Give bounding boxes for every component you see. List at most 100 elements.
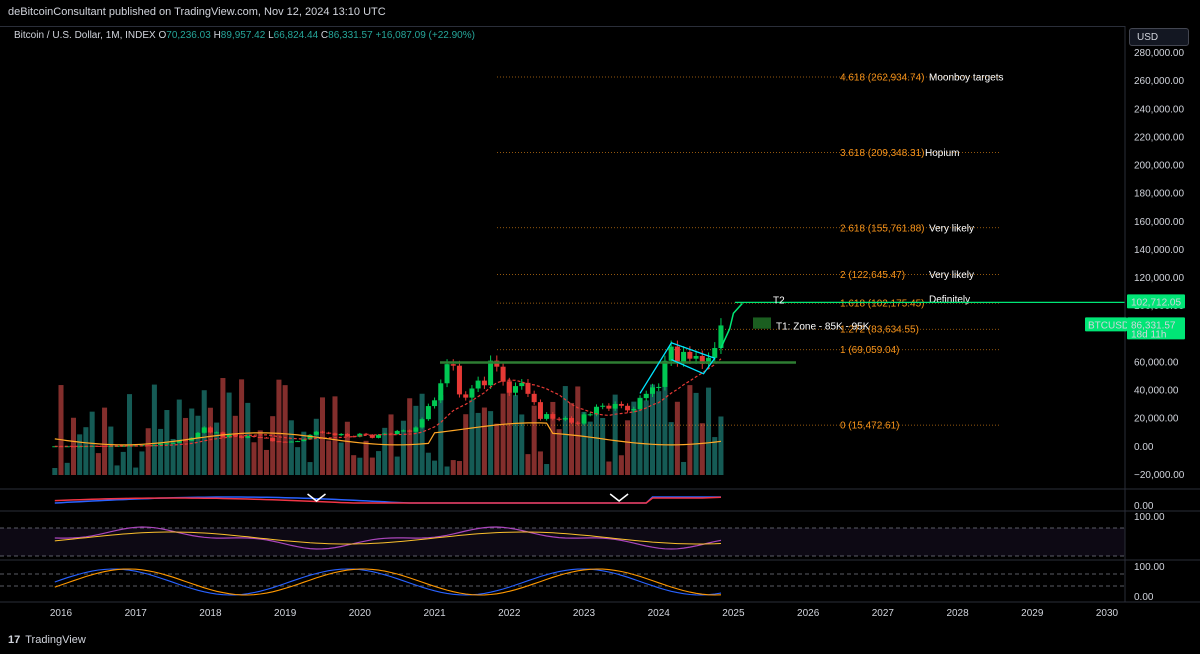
- x-tick-label: 2027: [872, 608, 895, 619]
- volume-bar: [587, 421, 593, 475]
- fib-level-note: Very likely: [929, 270, 974, 281]
- candle-body: [307, 434, 313, 440]
- indicator-tick-label: 100.00: [1134, 562, 1165, 573]
- volume-bar: [569, 402, 575, 475]
- volume-bar: [95, 453, 101, 475]
- candle-body: [519, 382, 525, 387]
- candle-body: [587, 414, 593, 416]
- candle-body: [525, 382, 531, 394]
- candle-body: [649, 387, 656, 394]
- y-tick-label: 0.00: [1134, 442, 1154, 453]
- candle-body: [164, 443, 170, 445]
- volume-bar: [376, 451, 382, 475]
- y-tick-label: 120,000.00: [1134, 273, 1184, 284]
- rsi-line: [54, 526, 722, 550]
- volume-bar: [556, 429, 562, 475]
- low-value: 66,824.44: [273, 30, 319, 41]
- volume-bar: [593, 410, 599, 475]
- volume-bar: [295, 447, 301, 475]
- volume-bar: [649, 384, 656, 475]
- volume-bar: [239, 379, 245, 475]
- candle-body: [631, 408, 637, 411]
- candle-body: [699, 355, 705, 364]
- volume-bar: [282, 385, 288, 475]
- annotations-layer: T2 T1: Zone - 85K - 95K: [440, 295, 1125, 394]
- candle-body: [363, 433, 369, 435]
- candle-body: [400, 430, 406, 432]
- candle-body: [544, 414, 550, 419]
- volume-bar: [301, 431, 307, 475]
- t1-label: T1: Zone - 85K - 95K: [776, 321, 870, 332]
- candle-body: [712, 348, 718, 358]
- volume-bar: [606, 461, 612, 475]
- indicator-tick-label: 100.00: [1134, 512, 1165, 523]
- volume-bar: [319, 397, 326, 475]
- volume-bar: [407, 398, 413, 475]
- candle-body: [687, 351, 693, 359]
- candle-body: [332, 433, 338, 436]
- volume-bar: [662, 383, 668, 475]
- volume-bar: [344, 421, 350, 475]
- candle-body: [301, 439, 307, 442]
- volume-bar: [456, 461, 462, 475]
- volume-bar: [637, 397, 643, 475]
- volume-bar: [506, 380, 512, 475]
- fib-level-label: 4.618 (262,934.74): [840, 73, 925, 84]
- y-tick-label: 140,000.00: [1134, 245, 1184, 256]
- volume-bar: [232, 415, 238, 475]
- candle-body: [438, 383, 444, 401]
- volume-bar: [214, 422, 220, 475]
- x-tick-label: 2018: [199, 608, 222, 619]
- symbol-tag-text: BTCUSD: [1088, 320, 1129, 331]
- candle-body: [618, 403, 624, 406]
- tradingview-brand[interactable]: 17 TradingView: [8, 634, 86, 646]
- fib-layer: 4.618 (262,934.74) Moonboy targets 3.618 (…: [497, 73, 1004, 432]
- candle-body: [469, 388, 475, 398]
- volume-layer: [52, 378, 724, 475]
- chart-area[interactable]: 4.618 (262,934.74) Moonboy targets 3.618 (…: [0, 26, 1200, 628]
- candle-body: [151, 444, 157, 446]
- y-tick-label: 160,000.00: [1134, 217, 1184, 228]
- volume-bar: [525, 454, 531, 475]
- y-tick-label: −20,000.00: [1134, 470, 1185, 481]
- candle-body: [369, 434, 375, 438]
- candle-body: [569, 418, 575, 423]
- volume-bar: [432, 460, 438, 475]
- candle-body: [450, 364, 456, 366]
- volume-bar: [114, 465, 120, 475]
- currency-button[interactable]: USD: [1129, 28, 1189, 46]
- volume-bar: [307, 462, 313, 475]
- volume-bar: [413, 405, 419, 475]
- volume-bar: [220, 378, 226, 475]
- indicator-tick-label: 0.00: [1134, 592, 1154, 603]
- fib-level-label: 1.272 (83,634.55): [840, 325, 919, 336]
- volume-bar: [338, 442, 344, 475]
- volume-bar: [351, 455, 357, 475]
- candle-body: [674, 346, 680, 362]
- volume-bar: [158, 428, 164, 475]
- volume-bar: [475, 412, 481, 475]
- price-tag-bg: [1127, 294, 1185, 309]
- candle-body: [145, 445, 151, 447]
- volume-bar: [712, 437, 718, 475]
- candle-body: [593, 406, 599, 415]
- candle-body: [263, 437, 269, 439]
- volume-bar: [419, 393, 425, 475]
- change-value: +16,087.09 (+22.90%): [375, 30, 475, 41]
- volume-bar: [369, 457, 375, 475]
- volume-bar: [52, 468, 58, 475]
- candle-body: [270, 438, 276, 442]
- volume-bar: [512, 395, 519, 475]
- y-tick-label: 180,000.00: [1134, 189, 1184, 200]
- candle-body: [70, 446, 76, 448]
- candle-body: [463, 394, 469, 398]
- volume-bar: [151, 384, 157, 475]
- candle-body: [126, 445, 133, 447]
- candle-body: [407, 430, 413, 432]
- price-tag-value: 102,712.05: [1131, 297, 1181, 308]
- volume-ma-line: [54, 422, 722, 446]
- high-value: 89,957.42: [220, 30, 266, 41]
- t2-label: T2: [773, 295, 785, 306]
- x-tick-label: 2029: [1021, 608, 1044, 619]
- volume-bar: [699, 423, 705, 475]
